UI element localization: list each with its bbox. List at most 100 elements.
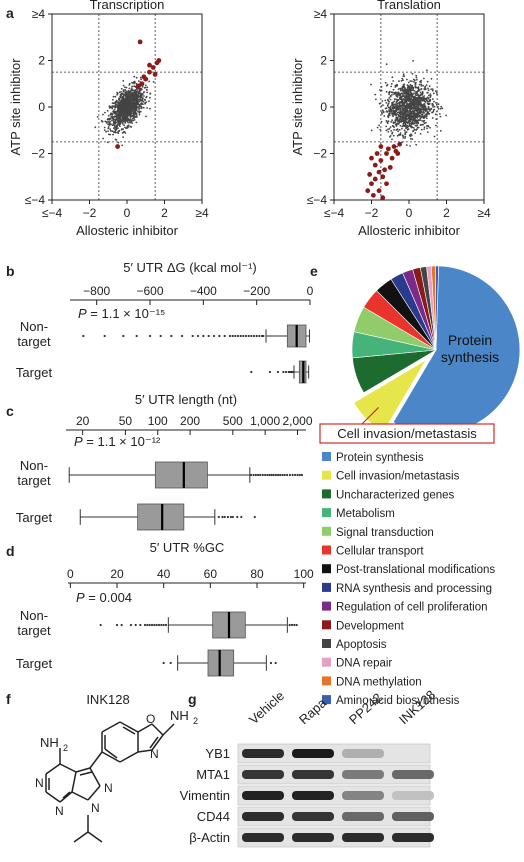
data-point — [406, 78, 408, 81]
data-point — [130, 101, 133, 104]
data-point — [403, 102, 406, 105]
data-point — [134, 111, 137, 114]
outlier-point — [236, 334, 240, 338]
data-point — [387, 131, 390, 133]
data-point — [412, 107, 415, 110]
data-point — [401, 125, 404, 128]
ring-bond — [101, 751, 121, 763]
data-point — [409, 84, 412, 86]
data-point — [416, 92, 418, 94]
data-point — [140, 92, 143, 95]
highlight-point — [369, 181, 374, 187]
data-point — [419, 100, 422, 103]
data-point — [143, 95, 145, 97]
data-point — [113, 131, 115, 134]
data-point — [385, 125, 388, 128]
data-point — [391, 119, 393, 122]
data-point — [410, 96, 413, 98]
data-point — [411, 80, 413, 83]
data-point — [415, 143, 418, 146]
data-point — [413, 90, 416, 92]
p-value-text: = — [87, 306, 102, 321]
data-point — [413, 81, 415, 83]
data-point — [140, 94, 143, 97]
highlight-point — [380, 195, 386, 201]
data-point — [394, 123, 397, 126]
boxplot-chart-3: 5′ UTR length (nt) 20 50 100 200 500 1,000 2,00… — [16, 392, 313, 531]
legend-label-10: Apoptosis — [336, 639, 387, 651]
data-point — [397, 99, 399, 101]
outlier-point — [253, 515, 256, 519]
data-point — [387, 106, 390, 109]
data-point — [103, 126, 106, 129]
data-point — [115, 116, 118, 118]
data-point — [420, 113, 423, 116]
data-point — [434, 113, 437, 116]
data-point — [132, 119, 134, 122]
box-group-1: Target — [16, 360, 310, 384]
data-point — [111, 124, 114, 127]
data-point — [382, 110, 385, 113]
outlier-point — [269, 661, 273, 665]
data-point — [132, 95, 135, 97]
bond — [59, 791, 73, 803]
data-point — [111, 106, 114, 108]
data-point — [120, 91, 122, 93]
data-point — [409, 87, 411, 90]
data-point — [122, 107, 125, 110]
outlier-point — [160, 623, 163, 627]
data-point — [135, 105, 137, 107]
highlight-point — [389, 155, 395, 161]
data-point — [404, 112, 407, 115]
iqr-box — [154, 461, 208, 489]
data-point — [116, 117, 118, 120]
data-point — [419, 91, 422, 94]
data-point — [122, 104, 124, 107]
data-point — [405, 110, 408, 113]
atom-n: N — [55, 804, 64, 818]
data-point — [415, 122, 418, 124]
x-tick-label: ≤−4 — [42, 206, 63, 220]
data-point — [409, 135, 412, 138]
data-point — [435, 118, 438, 120]
data-point — [127, 92, 130, 95]
data-point — [386, 105, 389, 107]
outlier-point — [261, 473, 264, 477]
data-point — [401, 99, 404, 102]
data-point — [116, 91, 119, 94]
data-point — [405, 131, 408, 134]
data-point — [416, 128, 418, 131]
ring-bond — [119, 751, 139, 763]
data-point — [404, 135, 407, 138]
data-point — [391, 91, 394, 94]
data-point — [396, 96, 399, 98]
data-point — [107, 114, 110, 117]
data-point — [107, 126, 110, 128]
data-point — [403, 83, 406, 86]
x-axis-label: Allosteric inhibitor — [76, 223, 179, 238]
p-value-text: = — [83, 434, 98, 449]
data-point — [120, 120, 123, 123]
data-point — [127, 113, 129, 116]
outlier-point — [270, 473, 273, 477]
data-point — [132, 108, 135, 110]
y-tick-label: 0 — [320, 100, 327, 114]
data-point — [440, 105, 443, 108]
data-point — [132, 112, 134, 115]
outlier-point — [223, 334, 226, 338]
data-point — [399, 134, 401, 137]
data-point — [132, 89, 134, 92]
atom-n: N — [91, 801, 100, 815]
data-point — [432, 109, 435, 111]
blot-band — [292, 833, 334, 842]
data-point — [389, 98, 392, 101]
x-tick-label: 0 — [406, 206, 413, 220]
outlier-point — [150, 623, 154, 627]
boxplot-chart-2: 5′ UTR ΔG (kcal mol⁻¹) −800 −600 −400 −200 0 P… — [16, 260, 314, 384]
data-point — [131, 110, 133, 112]
data-point — [409, 110, 411, 113]
data-point — [416, 120, 419, 123]
highlight-point — [393, 148, 399, 154]
blot-band — [392, 812, 434, 821]
pie-slice-13 — [435, 265, 439, 351]
